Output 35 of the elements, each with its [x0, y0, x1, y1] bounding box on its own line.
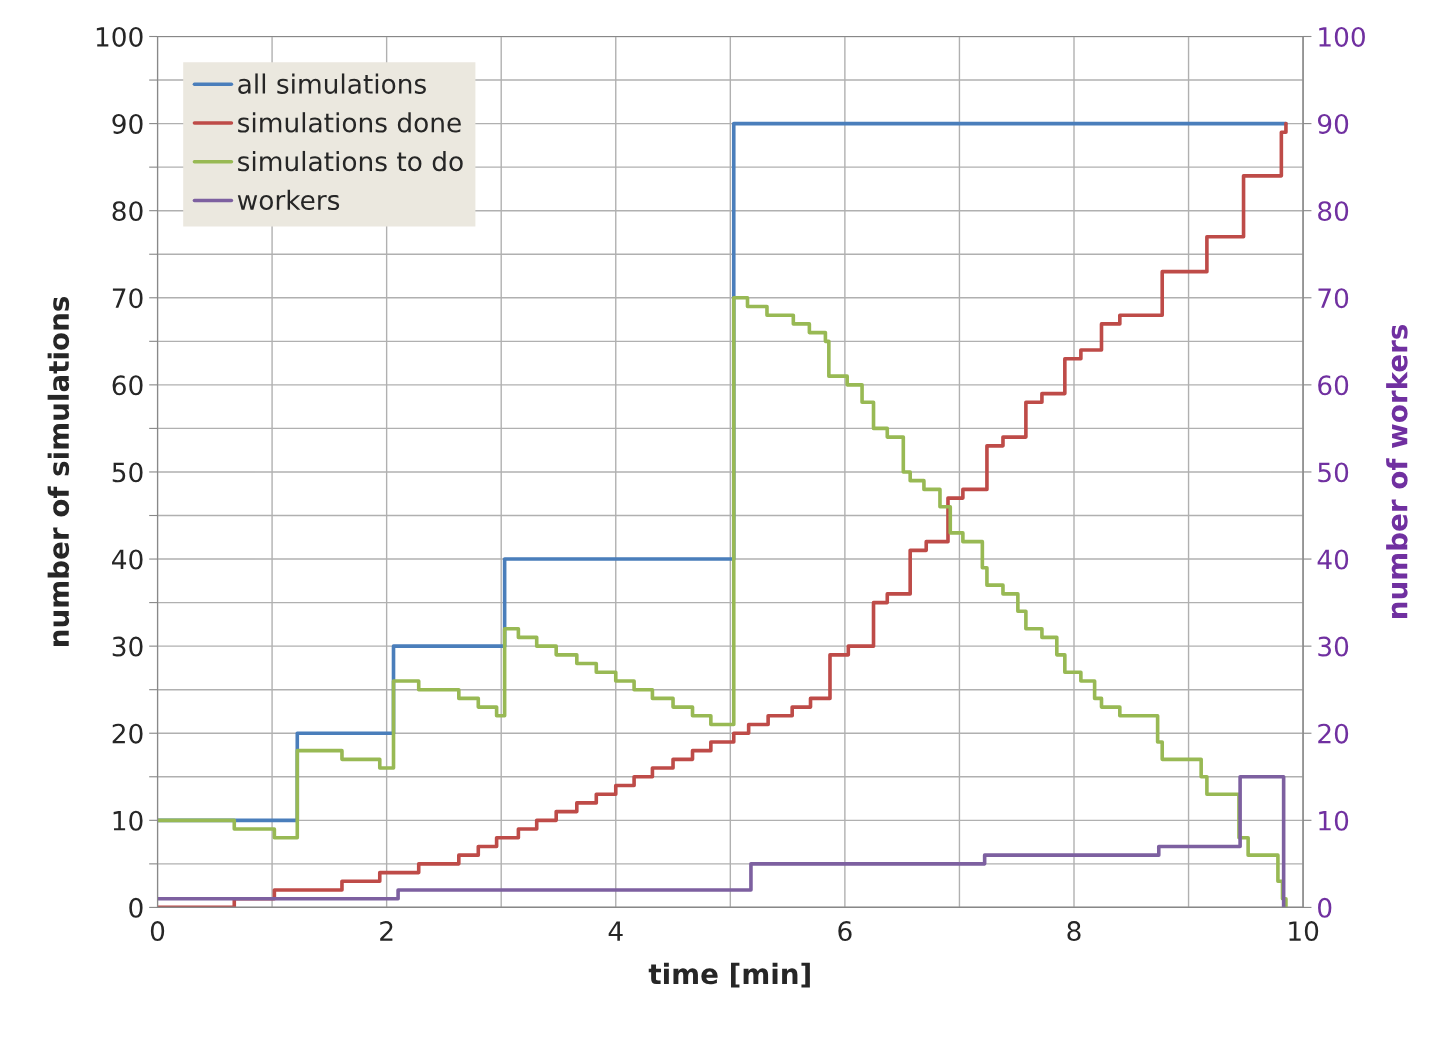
y-tick-label: 70	[112, 288, 143, 309]
y2-tick-label: 100	[1319, 26, 1365, 47]
y-tick-label: 50	[112, 462, 143, 483]
y-tick-label: 10	[113, 810, 143, 831]
y-tick-label: 80	[112, 201, 143, 222]
y2-tick-label: 90	[1317, 114, 1349, 134]
x-tick-label: 8	[1067, 921, 1081, 942]
y-tick-label: 20	[112, 723, 143, 744]
y-tick-label: 100	[96, 26, 143, 47]
y-tick-label: 40	[112, 549, 143, 570]
y2-tick-label: 10	[1319, 810, 1349, 831]
y2-tick-label: 80	[1318, 201, 1349, 222]
y2-tick-label: 0	[1318, 897, 1332, 918]
legend-label: workers	[237, 189, 340, 211]
y-axis-title: number of simulations	[47, 296, 70, 646]
y2-tick-label: 60	[1318, 375, 1349, 396]
x-tick-label: 0	[150, 921, 165, 942]
x-tick-label: 2	[380, 921, 393, 941]
x-tick-label: 10	[1289, 921, 1319, 942]
y2-tick-label: 50	[1318, 462, 1349, 483]
legend-label: all simulations	[238, 73, 426, 94]
y-tick-label: 60	[112, 375, 143, 396]
y2-tick-label: 40	[1317, 549, 1349, 570]
y-tick-label: 30	[112, 636, 143, 657]
y2-tick-label: 70	[1318, 288, 1349, 309]
y-tick-label: 0	[129, 897, 143, 918]
x-tick-label: 4	[608, 921, 623, 941]
y2-tick-label: 30	[1318, 636, 1349, 657]
y-tick-label: 90	[112, 114, 143, 134]
y2-axis-title: number of workers	[1386, 324, 1408, 618]
legend-label: simulations to do	[238, 150, 463, 172]
x-tick-label: 6	[838, 921, 852, 942]
x-axis-title: time [min]	[648, 962, 810, 988]
legend-label: simulations done	[238, 112, 461, 133]
y2-tick-label: 20	[1318, 723, 1349, 744]
